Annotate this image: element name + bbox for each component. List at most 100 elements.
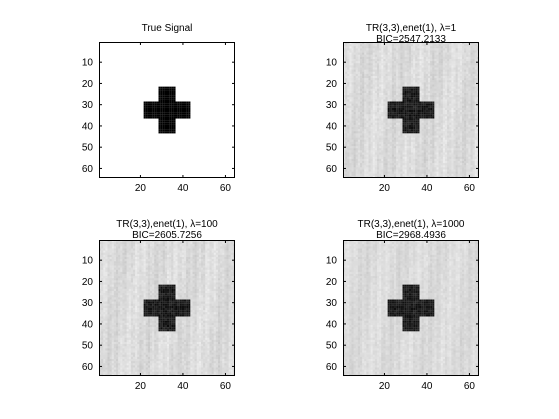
background-pixel	[402, 158, 405, 162]
background-pixel	[383, 112, 386, 115]
background-pixel	[408, 48, 412, 51]
background-pixel	[442, 88, 446, 91]
background-pixel	[143, 250, 146, 253]
background-pixel	[408, 73, 412, 77]
background-pixel	[432, 69, 435, 72]
cross-pixel	[150, 116, 153, 119]
background-pixel	[362, 133, 365, 136]
background-pixel	[374, 171, 378, 174]
background-pixel	[466, 156, 469, 159]
background-pixel	[391, 124, 395, 128]
background-pixel	[353, 95, 356, 98]
background-pixel	[476, 56, 480, 60]
background-pixel	[398, 78, 401, 81]
background-pixel	[366, 59, 369, 62]
background-pixel	[135, 246, 138, 249]
cross-pixel	[417, 105, 420, 108]
background-pixel	[379, 80, 382, 83]
background-pixel	[415, 146, 418, 149]
background-pixel	[374, 158, 378, 162]
background-pixel	[451, 146, 454, 149]
cross-pixel	[164, 99, 168, 102]
background-pixel	[381, 97, 384, 100]
background-pixel	[468, 163, 471, 166]
background-pixel	[406, 175, 409, 179]
background-pixel	[377, 154, 380, 157]
cross-pixel	[406, 97, 409, 100]
background-pixel	[398, 44, 401, 47]
background-pixel	[109, 242, 112, 245]
background-pixel	[453, 44, 456, 47]
background-pixel	[224, 246, 227, 249]
background-pixel	[377, 137, 380, 140]
background-pixel	[360, 99, 363, 102]
background-pixel	[385, 67, 388, 70]
background-pixel	[383, 150, 386, 153]
background-pixel	[468, 135, 471, 138]
cross-pixel	[394, 105, 397, 108]
background-pixel	[383, 116, 386, 119]
background-pixel	[436, 90, 439, 94]
background-pixel	[425, 61, 429, 64]
background-pixel	[385, 141, 388, 145]
background-pixel	[415, 175, 418, 179]
background-pixel	[385, 124, 388, 128]
background-pixel	[173, 244, 176, 247]
background-pixel	[440, 110, 443, 113]
background-pixel	[398, 84, 401, 87]
background-pixel	[211, 250, 214, 253]
background-pixel	[464, 90, 467, 94]
background-pixel	[383, 78, 386, 81]
background-pixel	[442, 173, 446, 176]
background-pixel	[389, 171, 392, 174]
background-pixel	[476, 90, 480, 94]
background-pixel	[374, 84, 378, 87]
background-pixel	[449, 44, 452, 47]
background-pixel	[417, 133, 420, 136]
background-pixel	[462, 80, 465, 83]
background-pixel	[470, 114, 473, 117]
cross-pixel	[400, 105, 403, 108]
background-pixel	[408, 175, 412, 179]
background-pixel	[381, 127, 384, 130]
background-pixel	[345, 110, 348, 113]
background-pixel	[468, 95, 471, 98]
background-pixel	[370, 54, 373, 57]
background-pixel	[470, 156, 473, 159]
background-pixel	[387, 99, 390, 102]
background-pixel	[101, 240, 104, 243]
background-pixel	[419, 141, 422, 145]
background-pixel	[434, 67, 437, 70]
cross-pixel	[408, 99, 412, 102]
background-pixel	[372, 97, 375, 100]
background-pixel	[453, 152, 456, 155]
background-pixel	[228, 240, 231, 243]
background-pixel	[345, 141, 348, 145]
background-pixel	[377, 71, 380, 74]
background-pixel	[396, 146, 399, 149]
background-pixel	[398, 90, 401, 94]
background-pixel	[440, 50, 443, 53]
background-pixel	[421, 93, 424, 96]
background-pixel	[398, 54, 401, 57]
background-pixel	[459, 56, 463, 60]
cross-pixel	[167, 118, 170, 121]
background-pixel	[447, 59, 450, 62]
background-pixel	[381, 110, 384, 113]
background-pixel	[459, 139, 463, 142]
background-pixel	[394, 171, 397, 174]
background-pixel	[408, 61, 412, 64]
background-pixel	[440, 165, 443, 168]
background-pixel	[462, 52, 465, 55]
background-pixel	[351, 42, 354, 45]
cross-pixel	[162, 122, 165, 125]
background-pixel	[449, 76, 452, 79]
cross-pixel	[152, 114, 155, 117]
background-pixel	[404, 44, 407, 47]
background-pixel	[347, 124, 350, 128]
background-pixel	[349, 95, 352, 98]
background-pixel	[423, 93, 426, 96]
background-pixel	[360, 82, 363, 85]
background-pixel	[434, 63, 437, 66]
background-pixel	[404, 73, 407, 77]
